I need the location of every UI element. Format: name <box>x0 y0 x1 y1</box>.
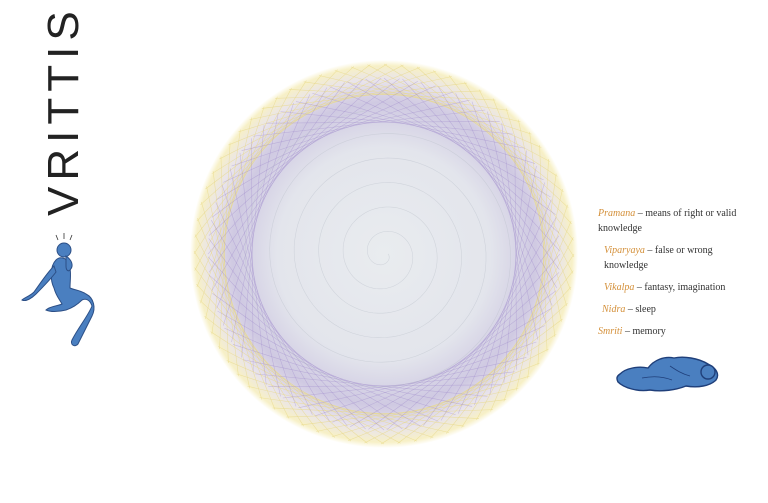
sleeping-figure-icon <box>616 356 719 392</box>
vrittis-legend: Pramana – means of right or valid knowle… <box>598 206 748 346</box>
legend-item-smriti: Smriti – memory <box>598 326 666 337</box>
vrittis-spiral-mandala <box>190 60 578 448</box>
thinking-figure-icon <box>21 233 95 347</box>
legend-item-nidra: Nidra – sleep <box>602 304 656 315</box>
legend-item-viparyaya: Viparyaya – false or wrong knowledge <box>604 245 713 271</box>
page-title: VRITTIS <box>39 5 88 216</box>
legend-item-vikalpa: Vikalpa – fantasy, imagination <box>604 282 726 293</box>
legend-item-pramana: Pramana – means of right or valid knowle… <box>598 208 737 234</box>
